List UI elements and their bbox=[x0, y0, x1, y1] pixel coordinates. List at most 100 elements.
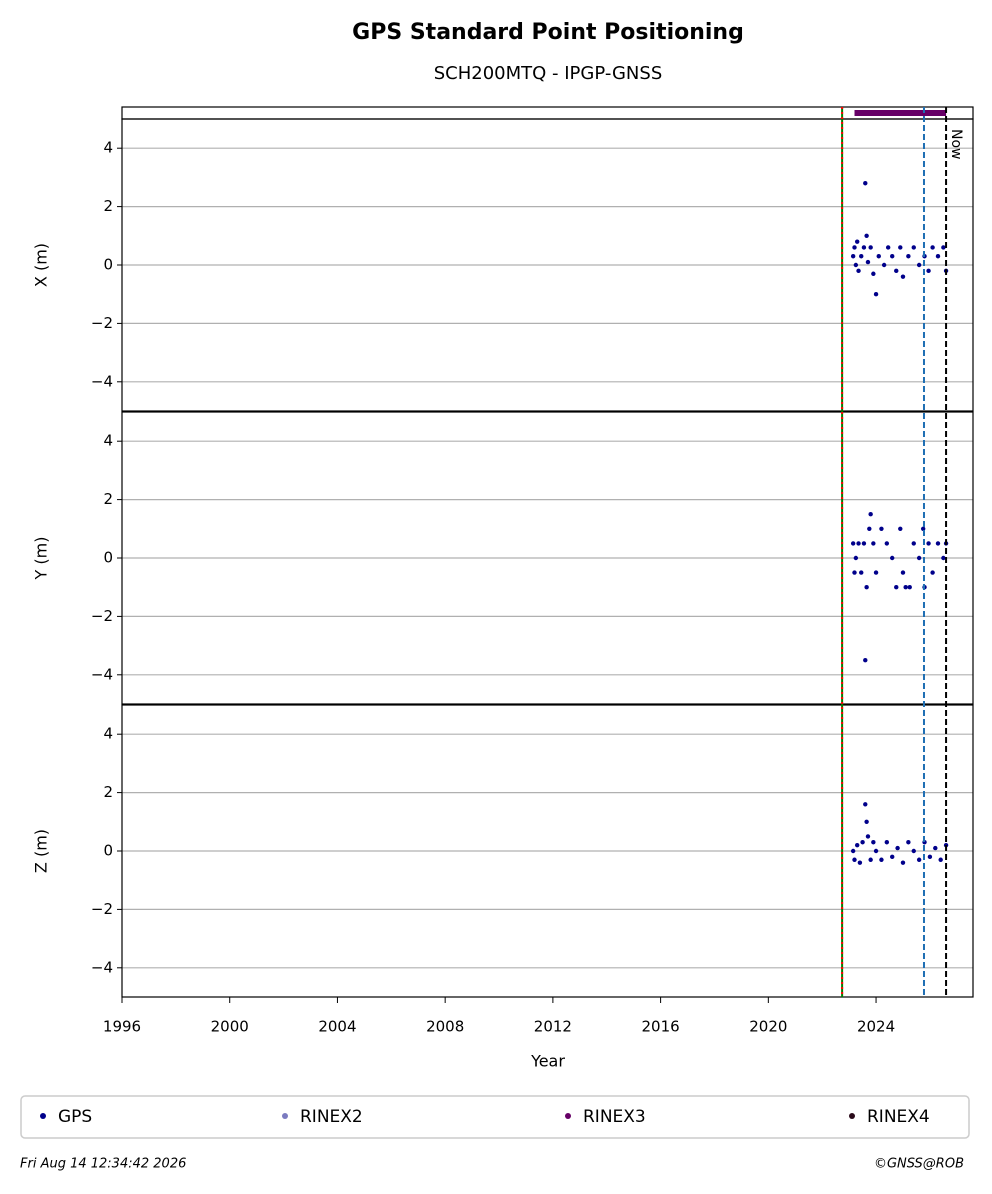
data-point bbox=[938, 857, 943, 862]
x-tick-label: 2016 bbox=[642, 1018, 680, 1036]
strip-frame bbox=[121, 106, 974, 120]
y-tick-label: 0 bbox=[103, 842, 113, 860]
legend-label: RINEX3 bbox=[583, 1107, 646, 1127]
data-point bbox=[865, 259, 871, 265]
y-tick-label: −2 bbox=[91, 314, 113, 332]
x-tick-label: 2020 bbox=[749, 1018, 787, 1036]
x-tick-label: 2000 bbox=[211, 1018, 249, 1036]
data-point bbox=[894, 268, 899, 274]
data-point bbox=[873, 848, 879, 854]
x-axis-label: Year bbox=[530, 1052, 565, 1071]
legend-marker bbox=[282, 1113, 288, 1119]
data-point bbox=[890, 854, 895, 860]
data-point bbox=[926, 541, 931, 546]
data-point bbox=[863, 181, 868, 186]
y-axis-label: Z (m) bbox=[32, 829, 51, 873]
data-point bbox=[861, 245, 867, 250]
data-point bbox=[850, 848, 856, 854]
panel-frame bbox=[121, 411, 974, 705]
data-point bbox=[856, 541, 861, 546]
data-point bbox=[876, 254, 881, 259]
y-axis-label: Y (m) bbox=[32, 537, 51, 581]
data-point bbox=[903, 585, 908, 590]
data-point bbox=[856, 268, 861, 274]
data-point bbox=[859, 254, 864, 259]
data-point bbox=[890, 254, 895, 259]
y-tick-label: 0 bbox=[103, 256, 113, 274]
data-point bbox=[941, 245, 946, 250]
data-point bbox=[852, 245, 857, 250]
data-point bbox=[868, 857, 873, 862]
data-point bbox=[853, 555, 859, 561]
data-point bbox=[884, 541, 890, 546]
y-tick-label: 2 bbox=[103, 783, 113, 801]
data-point bbox=[930, 245, 935, 250]
y-tick-label: −4 bbox=[91, 958, 113, 976]
data-point bbox=[894, 585, 899, 590]
x-tick-label: 2008 bbox=[426, 1018, 464, 1036]
data-point bbox=[930, 570, 935, 575]
y-tick-label: −2 bbox=[91, 607, 113, 625]
data-point bbox=[900, 570, 906, 575]
data-point bbox=[871, 271, 876, 276]
data-point bbox=[900, 274, 906, 279]
y-axis-label: X (m) bbox=[32, 243, 51, 287]
data-point bbox=[916, 857, 922, 862]
y-tick-label: 4 bbox=[103, 139, 113, 157]
data-point bbox=[863, 658, 868, 663]
data-point bbox=[879, 857, 884, 862]
data-point bbox=[865, 834, 871, 839]
legend-label: GPS bbox=[58, 1107, 92, 1127]
data-point bbox=[854, 842, 860, 848]
y-tick-label: 0 bbox=[103, 549, 113, 567]
data-point bbox=[885, 245, 891, 250]
y-tick-label: −4 bbox=[91, 665, 113, 683]
data-point bbox=[933, 845, 938, 851]
data-point bbox=[926, 268, 931, 274]
chart-subtitle: SCH200MTQ - IPGP-GNSS bbox=[434, 63, 663, 84]
data-point bbox=[868, 245, 873, 250]
x-tick-label: 2012 bbox=[534, 1018, 572, 1036]
data-point bbox=[873, 292, 879, 297]
data-point bbox=[920, 526, 926, 531]
data-point bbox=[927, 854, 933, 860]
data-point bbox=[867, 526, 872, 531]
legend-marker bbox=[40, 1113, 46, 1119]
data-point bbox=[861, 541, 867, 546]
data-point bbox=[863, 802, 868, 807]
data-point bbox=[873, 570, 879, 575]
timestamp: Fri Aug 14 12:34:42 2026 bbox=[20, 1157, 186, 1172]
y-tick-label: −4 bbox=[91, 372, 113, 390]
data-point bbox=[871, 541, 876, 546]
data-point bbox=[859, 570, 864, 575]
data-point bbox=[900, 860, 906, 865]
data-point bbox=[857, 860, 863, 865]
data-point bbox=[852, 570, 857, 575]
y-tick-label: 2 bbox=[103, 490, 113, 508]
data-point bbox=[906, 840, 911, 845]
data-point bbox=[911, 541, 916, 546]
y-tick-label: 4 bbox=[103, 725, 113, 743]
y-tick-label: −2 bbox=[91, 900, 113, 918]
credit: ©GNSS@ROB bbox=[874, 1157, 964, 1172]
data-point bbox=[916, 262, 922, 268]
legend-label: RINEX4 bbox=[867, 1107, 930, 1127]
data-point bbox=[884, 840, 890, 845]
data-point bbox=[864, 819, 869, 824]
legend-marker bbox=[849, 1113, 855, 1119]
panel-frame bbox=[121, 704, 974, 998]
y-tick-label: 2 bbox=[103, 197, 113, 215]
data-point bbox=[853, 262, 859, 268]
data-point bbox=[871, 840, 876, 845]
data-point bbox=[907, 585, 912, 590]
data-point bbox=[860, 840, 865, 845]
data-point bbox=[911, 848, 916, 854]
legend-marker bbox=[565, 1113, 571, 1119]
data-point bbox=[941, 555, 946, 561]
data-point bbox=[906, 254, 911, 259]
legend-label: RINEX2 bbox=[300, 1107, 363, 1127]
data-point bbox=[898, 526, 903, 531]
x-tick-label: 1996 bbox=[103, 1018, 141, 1036]
data-point bbox=[890, 555, 895, 561]
